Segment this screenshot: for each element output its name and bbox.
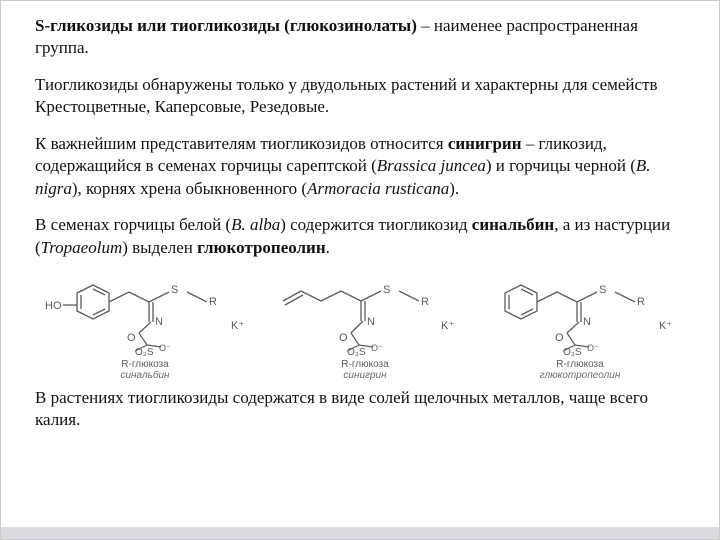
svg-text:K⁺: K⁺ xyxy=(441,320,454,332)
p3-e: ). xyxy=(449,179,459,198)
p4-a: В семенах горчицы белой ( xyxy=(35,215,231,234)
svg-text:S: S xyxy=(171,284,178,296)
lead-term: S-гликозиды или тиогликозиды (глюкозинол… xyxy=(35,16,417,35)
svg-text:R: R xyxy=(421,296,429,308)
rglucose-label-3: R-глюкоза xyxy=(556,359,603,370)
formula-name-1: синальбин xyxy=(120,370,169,381)
formula-caption-2: R-глюкоза синигрин xyxy=(265,359,465,381)
svg-text:S: S xyxy=(599,284,606,296)
svg-text:O₃S: O₃S xyxy=(563,347,582,357)
svg-text:N: N xyxy=(155,316,163,328)
slide: S-гликозиды или тиогликозиды (глюкозинол… xyxy=(0,0,720,540)
svg-text:O: O xyxy=(339,332,348,344)
svg-text:K⁺: K⁺ xyxy=(659,320,672,332)
p4-b: ) содержится тиогликозид xyxy=(280,215,472,234)
svg-text:O₃S: O₃S xyxy=(347,347,366,357)
svg-text:O⁻: O⁻ xyxy=(371,343,383,353)
svg-text:N: N xyxy=(583,316,591,328)
svg-text:O: O xyxy=(555,332,564,344)
p3-d: ), корнях хрена обыкновенного ( xyxy=(72,179,307,198)
term-sinalbin: синальбин xyxy=(472,215,554,234)
svg-text:O: O xyxy=(127,332,136,344)
svg-text:S: S xyxy=(383,284,390,296)
paragraph-3: К важнейшим представителям тиогликозидов… xyxy=(35,133,685,200)
paragraph-2: Тиогликозиды обнаружены только у двудоль… xyxy=(35,74,685,119)
term-sinigrin: синигрин xyxy=(448,134,522,153)
sinigrin-structure-icon: S R N O O₃S O⁻ K⁺ xyxy=(265,265,465,357)
formula-name-3: глюкотропеолин xyxy=(540,370,621,381)
svg-text:N: N xyxy=(367,316,375,328)
svg-text:R: R xyxy=(209,296,217,308)
p4-d: ) выделен xyxy=(122,238,197,257)
formula-name-2: синигрин xyxy=(343,370,386,381)
latin-armoracia: Armoracia rusticana xyxy=(307,179,449,198)
sinalbin-structure-icon: HO xyxy=(35,265,255,357)
svg-text:R: R xyxy=(637,296,645,308)
formula-glucotropeolin: S R N O O₃S O⁻ K⁺ R-глюкоза глюкотропеол… xyxy=(475,265,685,381)
paragraph-5: В растениях тиогликозиды содержатся в ви… xyxy=(35,387,685,432)
latin-tropaeolum: Tropaeolum xyxy=(41,238,123,257)
text-content: S-гликозиды или тиогликозиды (глюкозинол… xyxy=(1,1,719,259)
formula-caption-3: R-глюкоза глюкотропеолин xyxy=(475,359,685,381)
formula-sinalbin: HO xyxy=(35,265,255,381)
p3-c: ) и горчицы черной ( xyxy=(486,156,636,175)
formula-caption-1: R-глюкоза синальбин xyxy=(35,359,255,381)
rglucose-label-2: R-глюкоза xyxy=(341,359,388,370)
paragraph-1: S-гликозиды или тиогликозиды (глюкозинол… xyxy=(35,15,685,60)
chemical-formulas-row: HO xyxy=(1,265,719,383)
glucotropeolin-structure-icon: S R N O O₃S O⁻ K⁺ xyxy=(475,265,685,357)
term-glucotropeolin: глюкотропеолин xyxy=(197,238,326,257)
svg-text:O⁻: O⁻ xyxy=(587,343,599,353)
svg-text:O₃S: O₃S xyxy=(135,347,154,357)
svg-text:O⁻: O⁻ xyxy=(159,343,171,353)
p4-e: . xyxy=(326,238,330,257)
text-content-bottom: В растениях тиогликозиды содержатся в ви… xyxy=(1,383,719,432)
p3-a: К важнейшим представителям тиогликозидов… xyxy=(35,134,448,153)
svg-text:K⁺: K⁺ xyxy=(231,320,244,332)
svg-text:HO: HO xyxy=(45,300,62,312)
latin-b-alba: B. alba xyxy=(231,215,280,234)
rglucose-label-1: R-глюкоза xyxy=(121,359,168,370)
latin-brassica-juncea: Brassica juncea xyxy=(377,156,486,175)
paragraph-4: В семенах горчицы белой (B. alba) содерж… xyxy=(35,214,685,259)
bottom-bar xyxy=(1,527,719,539)
formula-sinigrin: S R N O O₃S O⁻ K⁺ R-глюкоза синигрин xyxy=(265,265,465,381)
